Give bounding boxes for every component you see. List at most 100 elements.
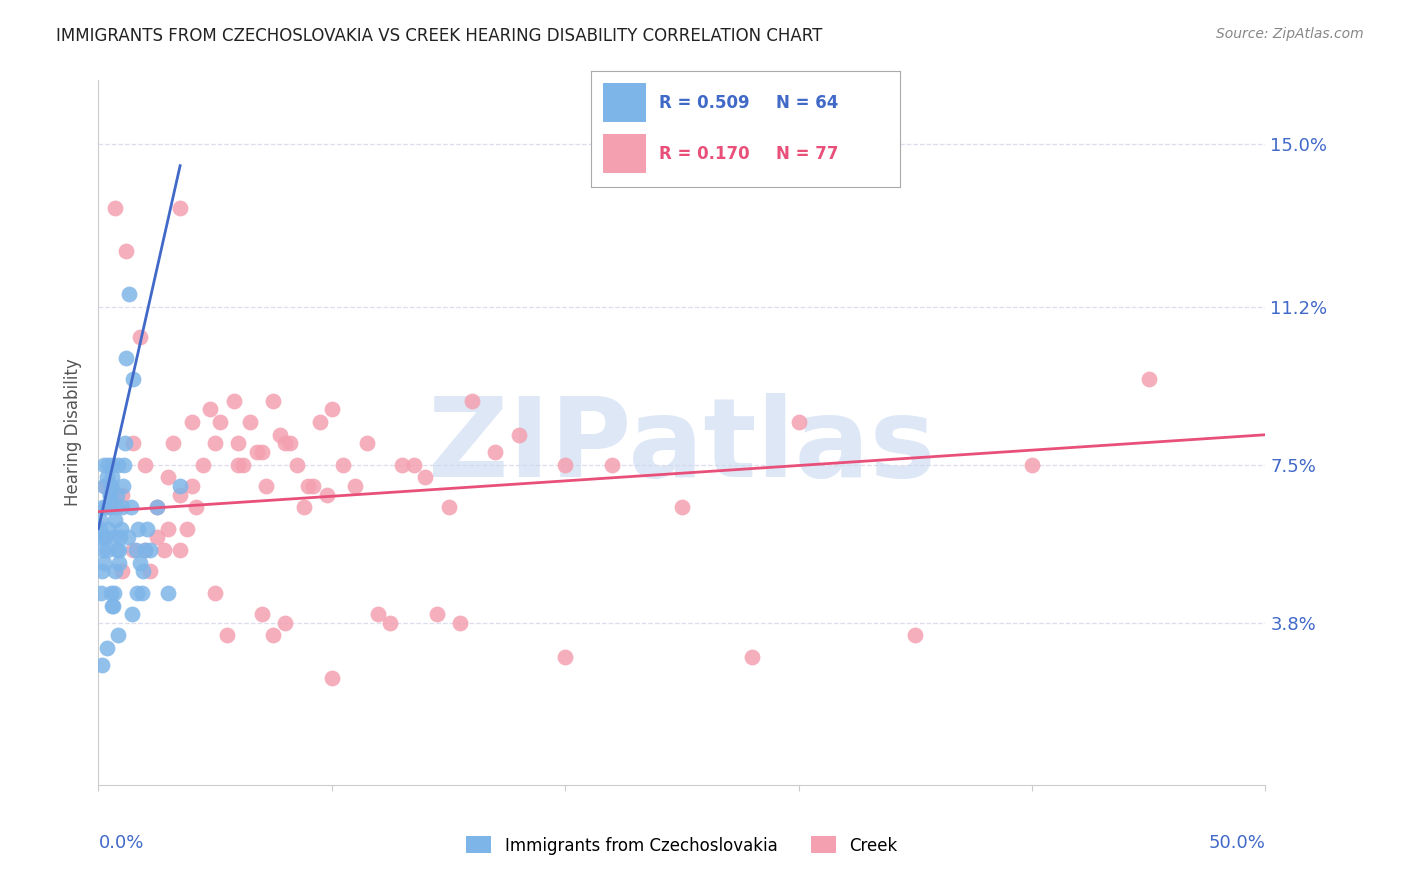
Point (193, 458, 215, 472)
Point (484, 445, 506, 459)
Point (136, 522, 159, 536)
Point (114, 436, 136, 450)
Point (508, 427, 530, 442)
Point (228, 436, 250, 450)
Point (413, 470, 436, 484)
Point (101, 458, 124, 472)
Text: R = 0.170: R = 0.170 (658, 145, 749, 162)
Point (269, 427, 291, 442)
Point (104, 513, 127, 527)
Point (134, 543, 156, 558)
Point (344, 479, 367, 493)
Point (232, 458, 254, 472)
Point (103, 586, 125, 600)
Point (262, 393, 284, 408)
Point (101, 599, 124, 613)
Point (90, 586, 112, 600)
Point (98, 487, 121, 501)
Point (176, 522, 198, 536)
Text: ZIPatlas: ZIPatlas (427, 393, 936, 500)
Point (129, 329, 152, 343)
Legend: Immigrants from Czechoslovakia, Creek: Immigrants from Czechoslovakia, Creek (460, 830, 904, 861)
Point (262, 628, 284, 642)
Point (157, 470, 180, 484)
Text: 0.0%: 0.0% (98, 834, 143, 852)
Point (129, 556, 152, 570)
Point (94, 500, 117, 515)
Point (169, 543, 191, 558)
Point (97, 500, 120, 515)
Point (402, 458, 425, 472)
Point (90, 565, 112, 579)
Point (169, 479, 191, 493)
Point (94, 530, 117, 544)
Point (208, 415, 231, 429)
Point (356, 436, 378, 450)
Point (437, 500, 460, 515)
Point (96, 470, 118, 484)
Point (250, 445, 273, 459)
Point (146, 500, 169, 515)
Point (309, 415, 332, 429)
Text: N = 64: N = 64 (776, 94, 838, 112)
Point (107, 458, 129, 472)
Point (94, 530, 117, 544)
Point (96, 543, 118, 558)
Point (146, 500, 169, 515)
Point (91, 543, 114, 558)
Point (100, 586, 122, 600)
Point (125, 586, 148, 600)
Point (122, 372, 145, 386)
Point (380, 615, 402, 630)
Point (125, 543, 148, 558)
Point (104, 565, 127, 579)
Point (98, 500, 121, 515)
Point (297, 479, 319, 493)
Text: IMMIGRANTS FROM CZECHOSLOVAKIA VS CREEK HEARING DISABILITY CORRELATION CHART: IMMIGRANTS FROM CZECHOSLOVAKIA VS CREEK … (56, 27, 823, 45)
Point (246, 445, 269, 459)
Point (169, 202, 191, 216)
Point (131, 586, 153, 600)
Point (321, 671, 343, 685)
Point (111, 479, 134, 493)
Point (449, 615, 471, 630)
Point (103, 530, 125, 544)
Point (274, 615, 297, 630)
Point (139, 565, 162, 579)
Point (256, 479, 278, 493)
Point (162, 436, 184, 450)
Point (115, 351, 138, 365)
Point (228, 458, 250, 472)
Point (101, 599, 124, 613)
Point (94, 479, 117, 493)
Point (134, 458, 156, 472)
Point (90, 530, 112, 544)
Point (110, 522, 132, 536)
Point (90, 658, 112, 673)
Point (200, 402, 222, 417)
Point (180, 415, 202, 429)
Point (285, 458, 308, 472)
Text: R = 0.509: R = 0.509 (658, 94, 749, 112)
Point (554, 458, 576, 472)
Point (302, 479, 325, 493)
Text: 50.0%: 50.0% (1209, 834, 1265, 852)
Point (278, 436, 301, 450)
Point (98, 487, 121, 501)
Bar (603, 83, 647, 122)
Point (600, 458, 623, 472)
Point (117, 530, 139, 544)
Point (204, 436, 226, 450)
Bar (603, 134, 647, 173)
Point (146, 530, 169, 544)
Point (250, 607, 273, 621)
Point (122, 543, 145, 558)
Point (93, 458, 115, 472)
Point (215, 628, 238, 642)
Point (204, 586, 226, 600)
Point (105, 543, 128, 558)
Point (274, 436, 297, 450)
Point (671, 500, 693, 515)
Point (108, 543, 131, 558)
Point (111, 500, 134, 515)
